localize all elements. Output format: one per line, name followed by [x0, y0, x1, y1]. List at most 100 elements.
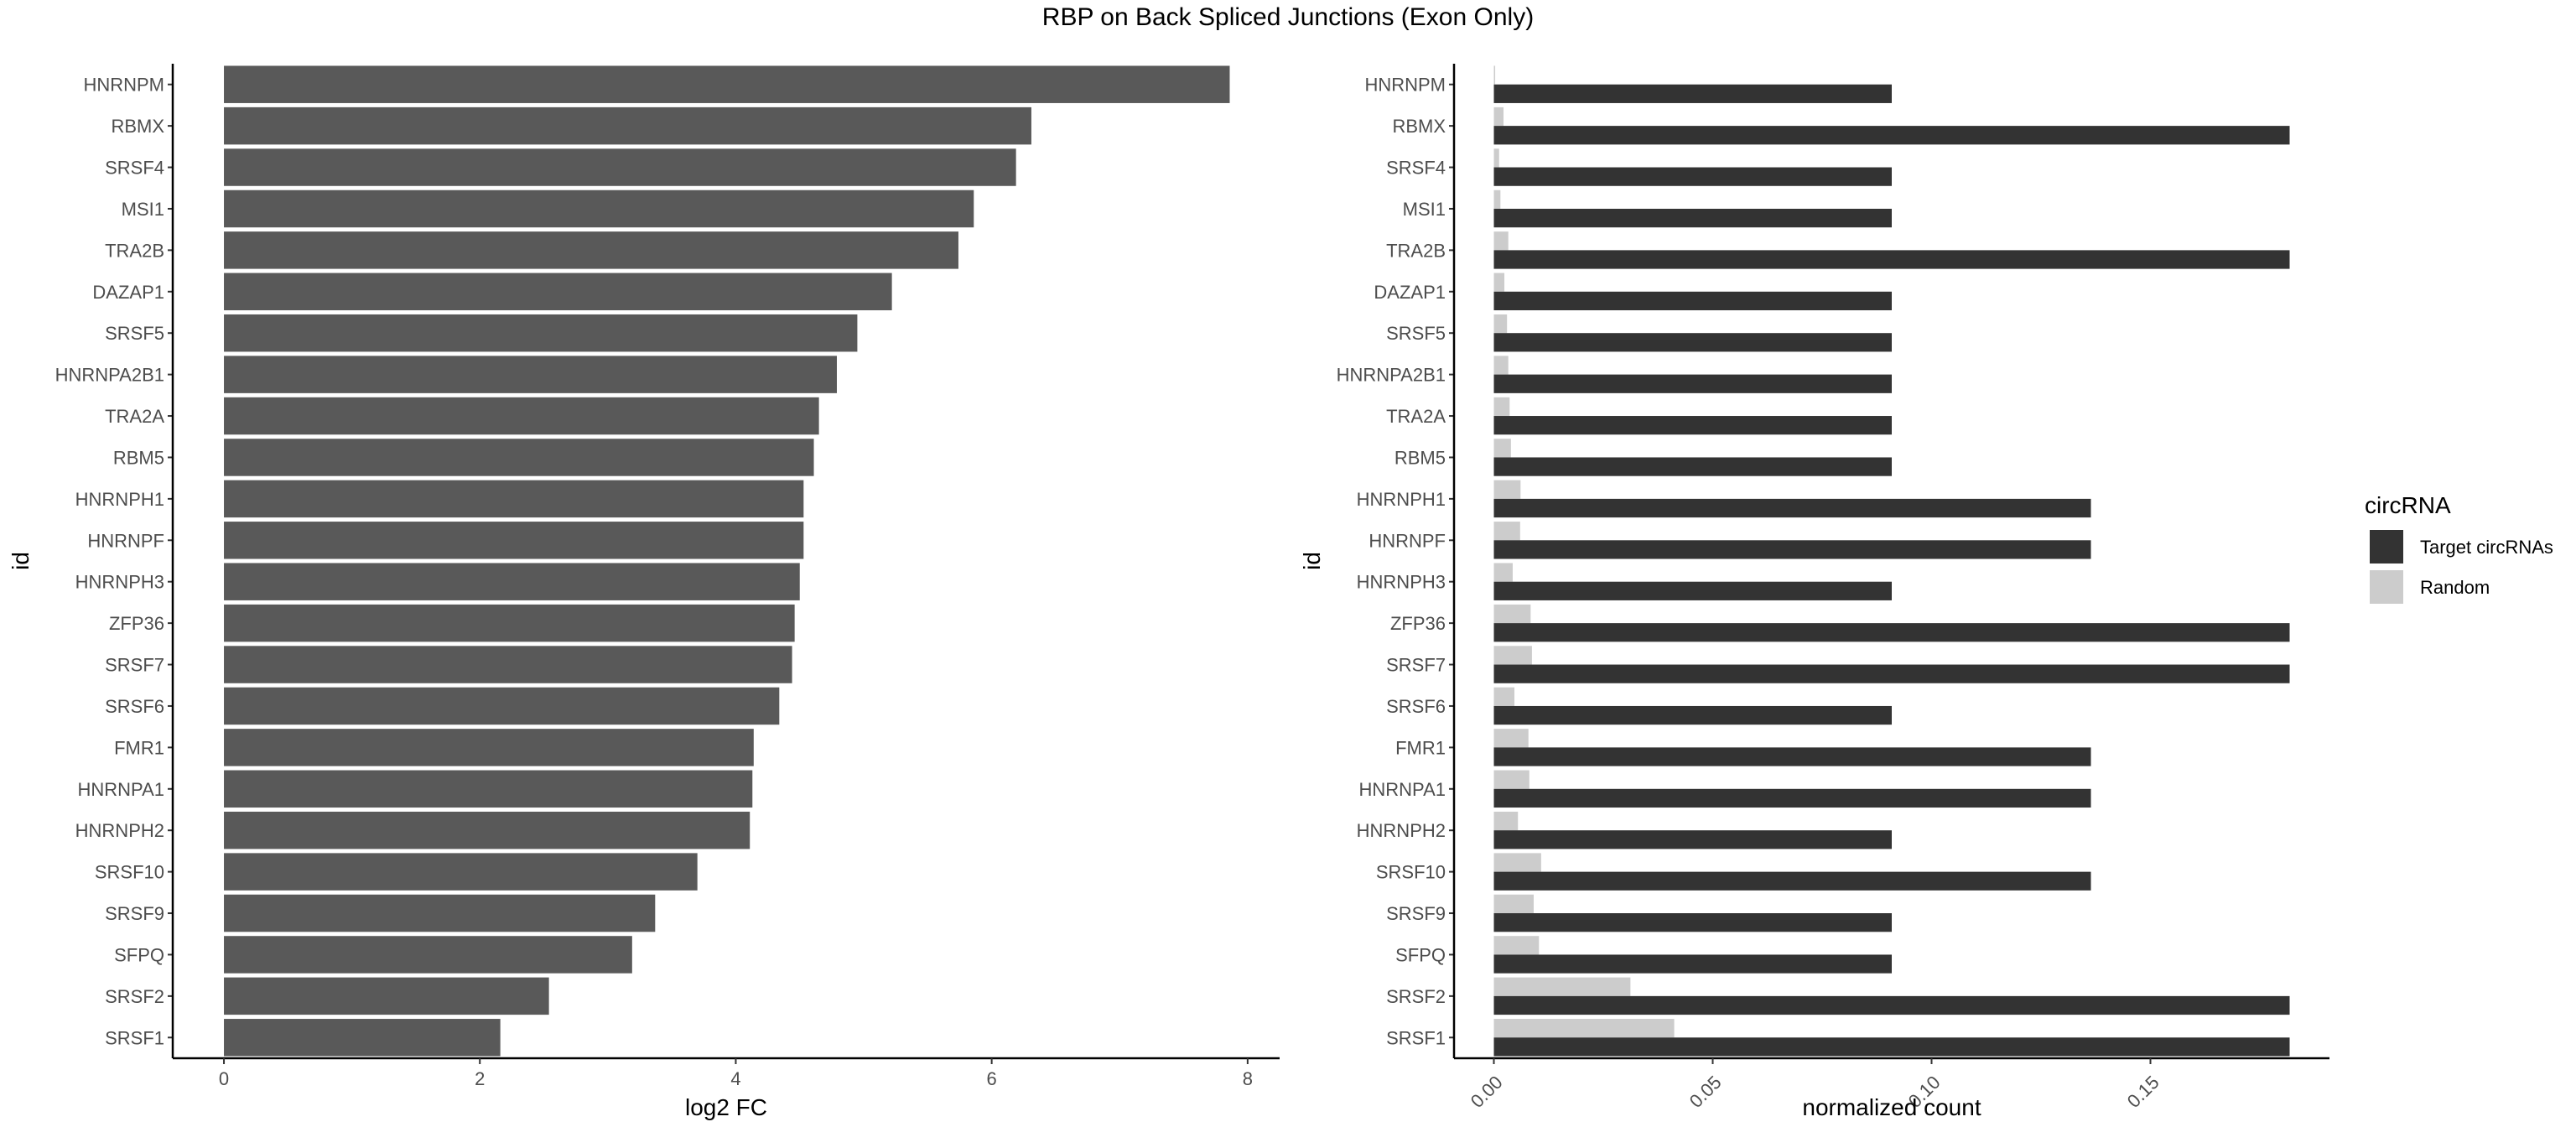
right-panel: HNRNPM RBMX SRSF4 MSI1 TRA2B DAZAP1 SRSF5 HNRNP…	[1299, 64, 2329, 1120]
legend: circRNA Target circRNAs Random	[2365, 492, 2553, 604]
y-tick-label-hnrnph1: HNRNPH1	[75, 489, 164, 510]
bar-target-srsf7	[1493, 664, 2290, 683]
y-tick-label-srsf7: SRSF7	[105, 655, 164, 676]
x-tick-label: 8	[1243, 1068, 1253, 1089]
y-tick-label-srsf10: SRSF10	[95, 862, 164, 883]
y-tick-label-msi1: MSI1	[1403, 199, 1446, 220]
y-tick-label-rbmx: RBMX	[1392, 116, 1446, 137]
bar-srsf4	[224, 148, 1016, 186]
y-tick-label-srsf2: SRSF2	[105, 986, 164, 1007]
y-tick-label-rbm5: RBM5	[113, 447, 164, 468]
legend-label-random: Random	[2420, 577, 2490, 598]
x-tick-label: 2	[475, 1068, 485, 1089]
bar-target-tra2a	[1493, 416, 1892, 435]
bar-random-msi1	[1493, 190, 1501, 209]
bar-target-hnrnpm	[1493, 84, 1892, 103]
x-tick-label: 0.05	[1685, 1072, 1726, 1112]
y-tick-label-hnrnpa2b1: HNRNPA2B1	[1337, 365, 1446, 386]
bar-srsf2	[224, 977, 549, 1015]
bar-hnrnph1	[224, 480, 804, 518]
y-tick-label-fmr1: FMR1	[1395, 737, 1446, 758]
bar-target-dazap1	[1493, 291, 1892, 311]
y-tick-label-srsf9: SRSF9	[1386, 903, 1446, 924]
bar-target-msi1	[1493, 208, 1892, 228]
bar-target-hnrnph1	[1493, 498, 2091, 518]
y-tick-label-srsf7: SRSF7	[1386, 655, 1446, 676]
y-tick-label-srsf1: SRSF1	[105, 1027, 164, 1048]
bar-target-tra2b	[1493, 250, 2290, 269]
x-tick-label: 0	[219, 1068, 229, 1089]
bar-target-hnrnpa2b1	[1493, 374, 1892, 393]
y-tick-label-hnrnpm: HNRNPM	[1364, 75, 1446, 96]
left-panel: HNRNPM RBMX SRSF4 MSI1 TRA2B DAZAP1 SRSF5 HNRNP…	[8, 64, 1280, 1120]
y-tick-label-hnrnpm: HNRNPM	[83, 75, 164, 96]
bar-random-hnrnph1	[1493, 480, 1521, 499]
y-tick-label-srsf1: SRSF1	[1386, 1027, 1446, 1048]
y-tick-label-srsf10: SRSF10	[1376, 862, 1446, 883]
y-tick-label-hnrnpf: HNRNPF	[1368, 530, 1446, 551]
bar-target-srsf6	[1493, 705, 1892, 725]
x-axis-title: normalized count	[1802, 1094, 1981, 1120]
legend-swatch-random	[2370, 570, 2403, 604]
bar-tra2a	[224, 397, 819, 435]
bar-rbmx	[224, 106, 1031, 145]
bar-hnrnpm	[224, 65, 1230, 103]
bar-target-hnrnph2	[1493, 830, 1892, 849]
y-tick-label-srsf6: SRSF6	[105, 696, 164, 717]
y-tick-label-hnrnph2: HNRNPH2	[1357, 820, 1446, 841]
y-tick-label-msi1: MSI1	[122, 199, 164, 220]
bar-random-hnrnph3	[1493, 563, 1513, 582]
x-tick-label: 0.00	[1467, 1072, 1507, 1112]
bar-srsf10	[224, 853, 698, 891]
bar-random-srsf6	[1493, 687, 1515, 706]
y-tick-label-srsf5: SRSF5	[1386, 323, 1446, 344]
y-tick-label-dazap1: DAZAP1	[1374, 282, 1446, 303]
bar-target-hnrnpa1	[1493, 788, 2091, 808]
y-tick-label-rbmx: RBMX	[111, 116, 164, 137]
y-tick-label-srsf2: SRSF2	[1386, 986, 1446, 1007]
chart-title: RBP on Back Spliced Junctions (Exon Only…	[1041, 3, 1535, 31]
y-tick-label-tra2a: TRA2A	[105, 406, 164, 427]
bar-zfp36	[224, 604, 795, 642]
bar-random-fmr1	[1493, 729, 1529, 748]
y-tick-label-tra2b: TRA2B	[1386, 240, 1446, 261]
bar-hnrnpf	[224, 522, 804, 559]
y-tick-label-srsf4: SRSF4	[105, 158, 164, 179]
bar-msi1	[224, 190, 974, 228]
y-axis-title: id	[1299, 552, 1325, 570]
bar-target-fmr1	[1493, 747, 2091, 766]
y-tick-label-srsf5: SRSF5	[105, 323, 164, 344]
bar-hnrnpa1	[224, 770, 753, 808]
bar-srsf6	[224, 687, 780, 725]
y-tick-label-hnrnpa2b1: HNRNPA2B1	[55, 365, 164, 386]
bar-random-srsf1	[1493, 1019, 1675, 1038]
bar-target-srsf4	[1493, 167, 1892, 186]
bar-random-zfp36	[1493, 604, 1531, 624]
y-tick-label-dazap1: DAZAP1	[92, 282, 164, 303]
bar-random-srsf4	[1493, 148, 1499, 168]
y-tick-label-hnrnph1: HNRNPH1	[1357, 489, 1446, 510]
y-tick-label-hnrnph3: HNRNPH3	[1357, 572, 1446, 593]
bar-target-srsf1	[1493, 1037, 2290, 1057]
y-tick-label-hnrnpa1: HNRNPA1	[77, 779, 164, 800]
y-tick-label-hnrnpf: HNRNPF	[87, 530, 164, 551]
bar-target-zfp36	[1493, 623, 2290, 642]
bar-random-hnrnpa1	[1493, 770, 1530, 789]
bar-random-hnrnpm	[1493, 65, 1496, 85]
bar-target-srsf10	[1493, 871, 2091, 891]
bar-target-srsf5	[1493, 333, 1892, 352]
y-tick-label-srsf4: SRSF4	[1386, 158, 1446, 179]
legend-title: circRNA	[2365, 492, 2451, 518]
bar-target-srsf9	[1493, 913, 1892, 932]
bar-target-rbm5	[1493, 457, 1892, 476]
bar-srsf5	[224, 314, 858, 352]
bar-target-rbmx	[1493, 126, 2290, 145]
bar-random-tra2b	[1493, 231, 1509, 251]
y-tick-label-hnrnph2: HNRNPH2	[75, 820, 164, 841]
bar-target-srsf2	[1493, 995, 2290, 1015]
y-tick-label-zfp36: ZFP36	[1390, 613, 1446, 634]
bar-random-sfpq	[1493, 936, 1540, 955]
bar-hnrnph2	[224, 811, 750, 849]
y-tick-label-hnrnpa1: HNRNPA1	[1358, 779, 1446, 800]
bar-rbm5	[224, 439, 814, 476]
